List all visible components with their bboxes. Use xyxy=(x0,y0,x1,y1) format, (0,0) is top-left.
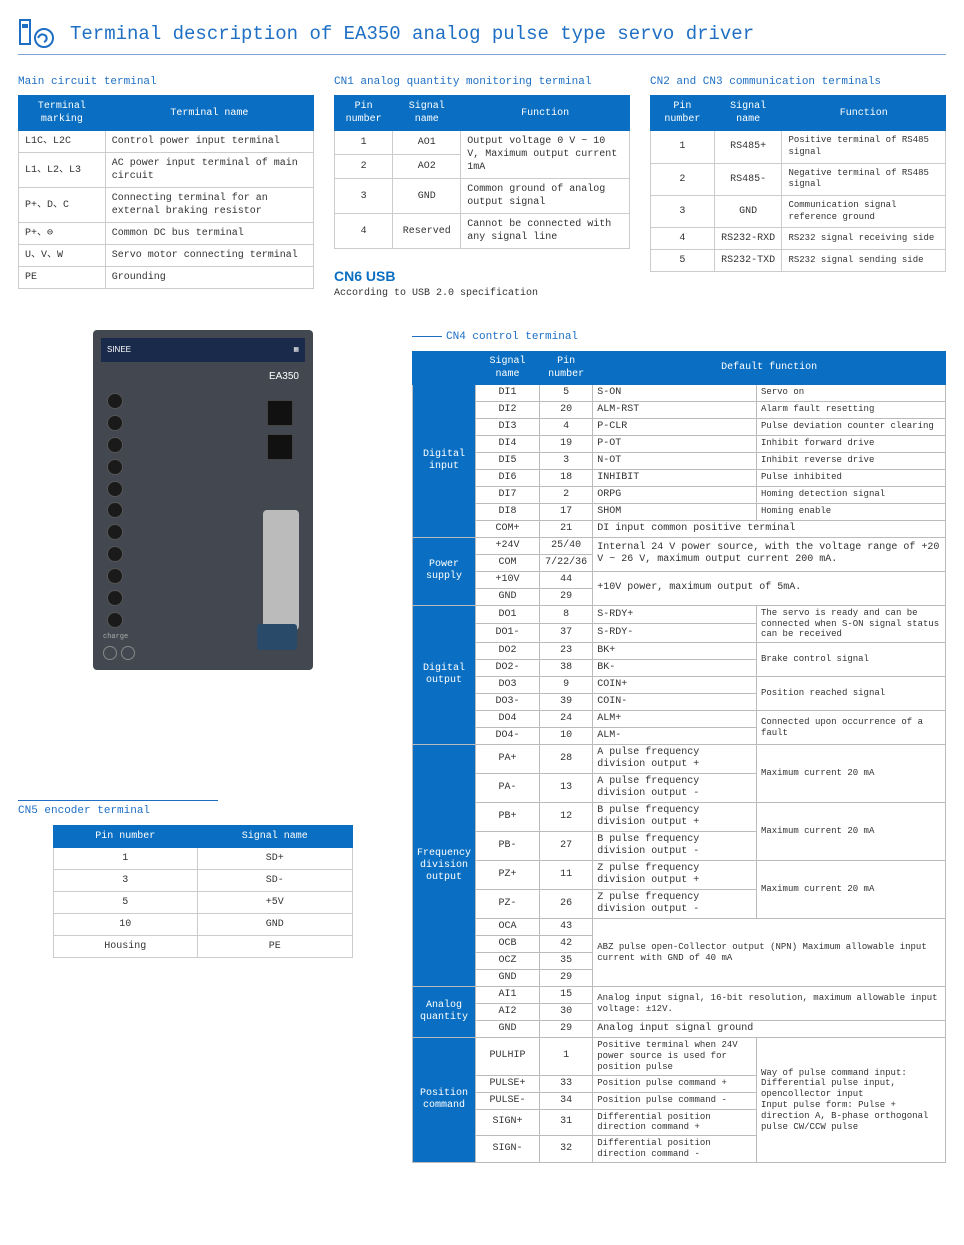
cell: P+、⊖ xyxy=(19,223,106,245)
cell: P+、D、C xyxy=(19,188,106,223)
cell: U、V、W xyxy=(19,245,106,267)
table-row: DO223BK+Brake control signal xyxy=(413,643,946,660)
table-row: COM+21DI input common positive terminal xyxy=(413,520,946,537)
cell: AC power input terminal of main circuit xyxy=(105,153,313,188)
charge-label: charge xyxy=(103,633,128,642)
device-brand: SINEE xyxy=(107,345,131,355)
cn4-section: CN4 control terminal Signal name Pin num… xyxy=(412,330,946,1162)
table-row: DI220ALM-RSTAlarm fault resetting xyxy=(413,401,946,418)
cell: Connecting terminal for an external brak… xyxy=(105,188,313,223)
cn6-block: CN6 USB According to USB 2.0 specificati… xyxy=(334,267,630,300)
cell: Servo motor connecting terminal xyxy=(105,245,313,267)
cn1-table: Pin numberSignal nameFunction 1AO1Output… xyxy=(334,95,630,249)
table-row: Power supply+24V25/40Internal 24 V power… xyxy=(413,537,946,554)
cn6-desc: According to USB 2.0 specification xyxy=(334,287,630,300)
table-row: PB+12B pulse frequency division output +… xyxy=(413,803,946,832)
cell: Grounding xyxy=(105,267,313,289)
table-row: DI618INHIBITPulse inhibited xyxy=(413,469,946,486)
cn2-section: CN2 and CN3 communication terminals Pin … xyxy=(650,75,946,272)
main-circuit-table: Terminal markingTerminal name L1C、L2CCon… xyxy=(18,95,314,289)
cell: Common DC bus terminal xyxy=(105,223,313,245)
cn6-title: CN6 USB xyxy=(334,267,630,285)
table-row: DI817SHOMHoming enable xyxy=(413,503,946,520)
cn1-section: CN1 analog quantity monitoring terminal … xyxy=(334,75,630,300)
table-row: Digital inputDI15S-ONServo on xyxy=(413,384,946,401)
cn4-label: CN4 control terminal xyxy=(412,330,946,344)
table-row: OCA43ABZ pulse open-Collector output (NP… xyxy=(413,919,946,936)
cell: L1、L2、L3 xyxy=(19,153,106,188)
cell: PE xyxy=(19,267,106,289)
table-row: Frequency division outputPA+28A pulse fr… xyxy=(413,745,946,774)
device-model: EA350 xyxy=(269,370,299,383)
cn1-label: CN1 analog quantity monitoring terminal xyxy=(334,75,630,89)
table-row: GND29Analog input signal ground xyxy=(413,1021,946,1038)
title-icon xyxy=(18,18,62,50)
table-row: DO39COIN+Position reached signal xyxy=(413,677,946,694)
table-row: DI72ORPGHoming detection signal xyxy=(413,486,946,503)
main-circuit-label: Main circuit terminal xyxy=(18,75,314,89)
table-row: Position commandPULHIP1Positive terminal… xyxy=(413,1038,946,1075)
main-circuit-section: Main circuit terminal Terminal markingTe… xyxy=(18,75,314,289)
table-row: +10V44+10V power, maximum output of 5mA. xyxy=(413,571,946,588)
table-row: Digital outputDO18S-RDY+The servo is rea… xyxy=(413,605,946,624)
th: Terminal name xyxy=(105,96,313,131)
page-title: Terminal description of EA350 analog pul… xyxy=(70,22,754,47)
cell: L1C、L2C xyxy=(19,131,106,153)
device-image: SINEE▦ EA350 charge xyxy=(93,330,313,670)
cn4-table: Signal name Pin number Default function … xyxy=(412,351,946,1163)
cn2-table: Pin numberSignal nameFunction 1RS485+Pos… xyxy=(650,95,946,272)
page-title-row: Terminal description of EA350 analog pul… xyxy=(18,18,946,55)
cn5-label: CN5 encoder terminal xyxy=(18,800,218,818)
table-row: PZ+11Z pulse frequency division output +… xyxy=(413,861,946,890)
table-row: DI419P-OTInhibit forward drive xyxy=(413,435,946,452)
table-row: DI34P-CLRPulse deviation counter clearin… xyxy=(413,418,946,435)
cn5-table: Pin numberSignal name 1SD+3SD-5+5V10GNDH… xyxy=(53,825,353,958)
th: Terminal marking xyxy=(19,96,106,131)
table-row: DI53N-OTInhibit reverse drive xyxy=(413,452,946,469)
table-row: Analog quantityAI115Analog input signal,… xyxy=(413,987,946,1004)
cell: Control power input terminal xyxy=(105,131,313,153)
table-row: DO424ALM+Connected upon occurrence of a … xyxy=(413,711,946,728)
cn2-label: CN2 and CN3 communication terminals xyxy=(650,75,946,89)
